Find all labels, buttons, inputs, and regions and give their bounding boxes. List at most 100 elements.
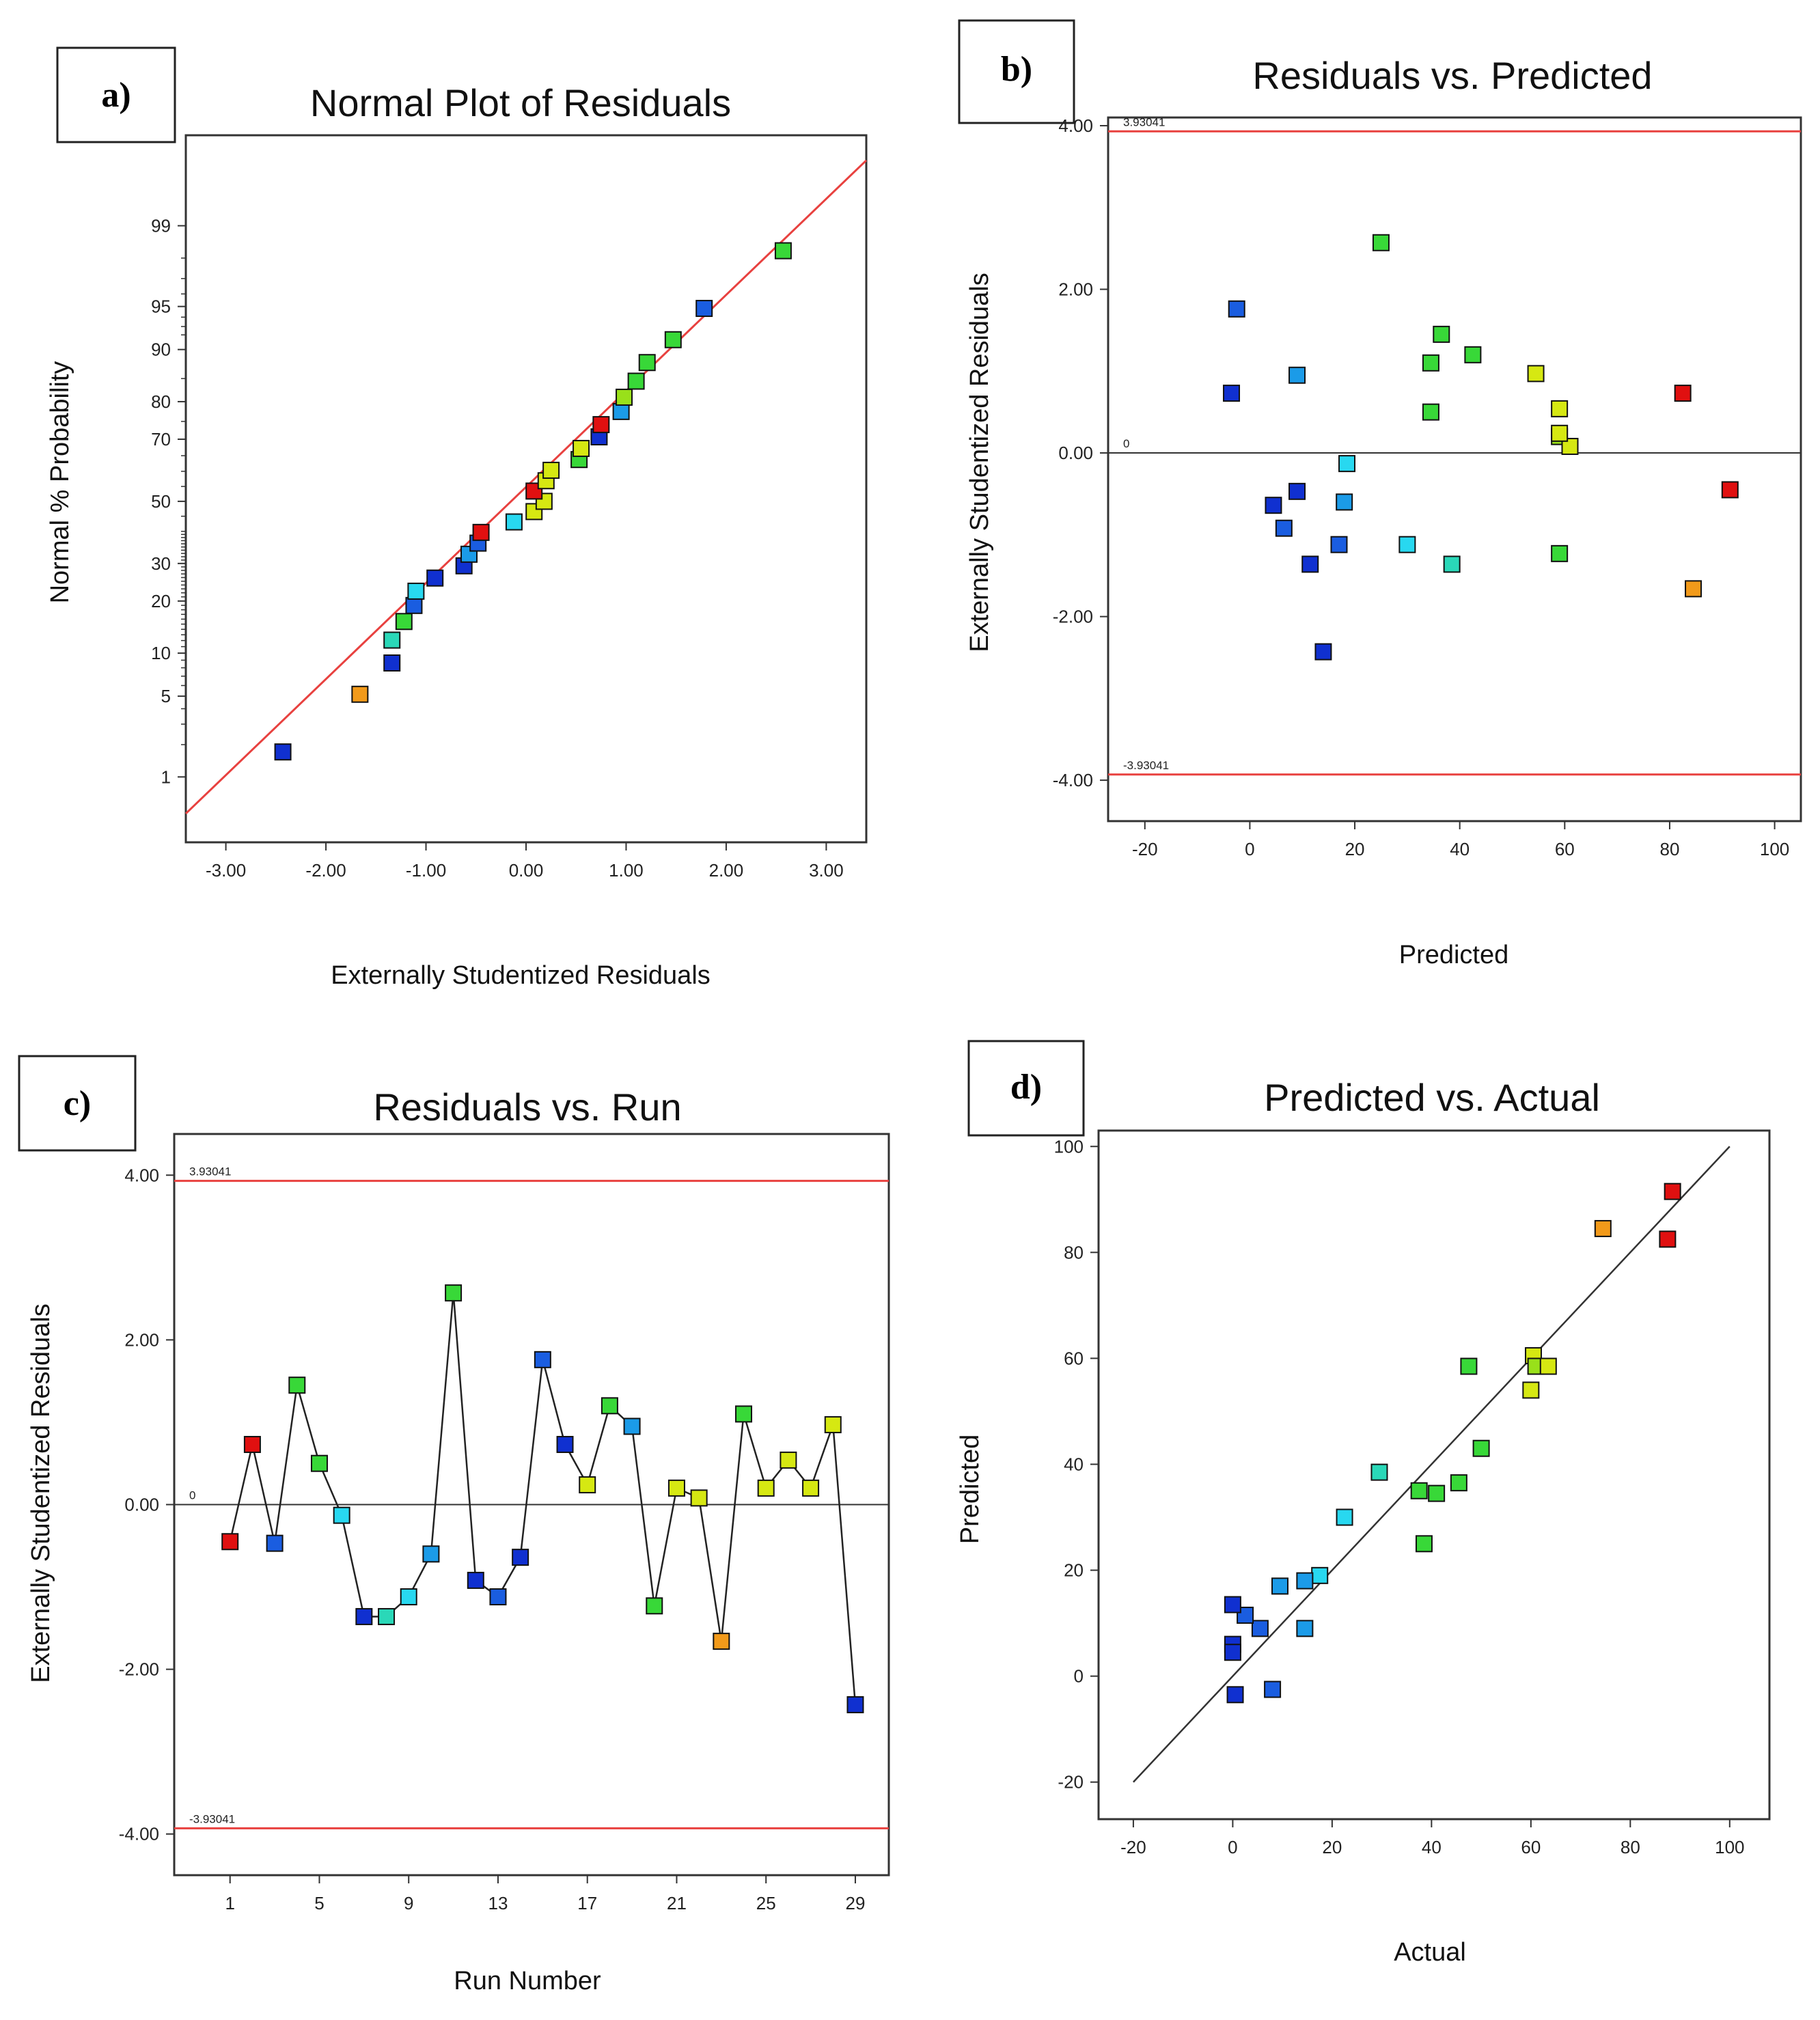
chart-d-x-tick-label: 60 — [1521, 1837, 1541, 1857]
chart-a-data-point — [405, 596, 423, 614]
chart-b-ref-line-label: -3.93041 — [1123, 759, 1169, 772]
chart-a-data-point — [774, 242, 792, 260]
chart-c-data-point — [601, 1397, 618, 1415]
chart-d-x-tick-label: 80 — [1621, 1837, 1640, 1857]
chart-c-data-point — [556, 1435, 574, 1453]
chart-a-data-point — [664, 331, 682, 348]
chart-c-data-point — [579, 1476, 596, 1494]
chart-c-data-point — [846, 1696, 864, 1713]
chart-a-data-point — [472, 523, 490, 541]
chart-c-x-tick-label: 21 — [667, 1893, 687, 1913]
chart-d-x-tick-label: 40 — [1422, 1837, 1442, 1857]
chart-c-y-tick-label: 4.00 — [124, 1165, 159, 1185]
chart-c-data-point — [713, 1633, 730, 1650]
chart-a-data-point — [638, 354, 656, 372]
chart-c-data-point — [489, 1588, 507, 1606]
panel-b-label: b) — [1001, 50, 1032, 89]
chart-c-data-point — [355, 1607, 373, 1625]
panel-c-label: c) — [64, 1084, 91, 1123]
chart-b-x-tick-label: 20 — [1345, 839, 1365, 859]
chart-a-data-point — [616, 388, 633, 406]
chart-d-data-point — [1539, 1357, 1557, 1375]
chart-d-data-point — [1224, 1644, 1241, 1661]
chart-c-data-point — [623, 1417, 641, 1435]
chart-a-y-tick-label: 50 — [151, 491, 171, 512]
chart-c-data-point — [824, 1416, 842, 1434]
chart-c-y-tick-label: 0.00 — [124, 1495, 159, 1515]
chart-b-y-tick-label: -2.00 — [1053, 607, 1093, 627]
chart-d-x-tick-label: 100 — [1715, 1837, 1744, 1857]
chart-b-data-point — [1674, 385, 1692, 402]
chart-c-x-axis-label: Run Number — [454, 1967, 601, 1995]
chart-b-data-point — [1551, 400, 1569, 417]
chart-b-data-point — [1275, 519, 1293, 537]
chart-a-y-tick-label: 1 — [161, 766, 171, 787]
chart-a-data-point — [627, 372, 645, 390]
panel-b: b) Residuals vs. Predicted Predicted Ext… — [958, 19, 1802, 969]
chart-b-data-point — [1527, 365, 1545, 383]
chart-c-data-point — [690, 1489, 708, 1507]
chart-d-x-tick-label: 0 — [1228, 1837, 1237, 1857]
chart-a-y-tick-label: 20 — [151, 591, 171, 611]
chart-d-data-point — [1264, 1680, 1282, 1698]
chart-b-data-point — [1288, 482, 1306, 500]
chart-b-data-point — [1372, 234, 1390, 251]
chart-d-data-point — [1224, 1596, 1241, 1614]
chart-a-data-point — [612, 402, 630, 420]
chart-b-data-point — [1561, 437, 1579, 455]
chart-a-x-tick-label: 1.00 — [609, 860, 644, 881]
chart-d-data-point — [1659, 1230, 1677, 1248]
chart-c-data-point — [757, 1479, 775, 1497]
chart-a-y-tick-label: 90 — [151, 340, 171, 360]
chart-b-data-point — [1265, 497, 1282, 514]
chart-d-data-point — [1410, 1482, 1428, 1499]
chart-a-data-point — [542, 461, 560, 479]
chart-c-data-point — [802, 1479, 820, 1497]
chart-b-data-point — [1398, 536, 1416, 553]
chart-a-x-tick-label: -1.00 — [406, 860, 446, 881]
chart-a-y-tick-label: 80 — [151, 391, 171, 412]
panel-c: c) Residuals vs. Run Run Number External… — [18, 1055, 890, 1995]
chart-d-x-axis-label: Actual — [1394, 1938, 1466, 1967]
chart-a-x-tick-label: 3.00 — [809, 860, 844, 881]
chart-d-y-tick-label: 100 — [1054, 1136, 1084, 1157]
chart-a-title: Normal Plot of Residuals — [310, 81, 731, 124]
panel-a: a) Normal Plot of Residuals Externally S… — [46, 46, 868, 990]
chart-d-data-point — [1664, 1182, 1681, 1200]
panel-d-label-box — [967, 1040, 1085, 1137]
chart-a-data-point — [426, 569, 444, 587]
chart-a-data-point — [351, 685, 369, 703]
chart-a-data-point — [395, 613, 413, 631]
chart-c-y-tick-label: -2.00 — [119, 1659, 159, 1680]
chart-b-data-point — [1443, 555, 1461, 573]
chart-c-y-tick-label: 2.00 — [124, 1329, 159, 1350]
chart-c-title: Residuals vs. Run — [373, 1085, 681, 1129]
chart-c-data-point — [243, 1435, 261, 1453]
chart-d-data-point — [1271, 1577, 1289, 1595]
chart-b-y-axis-label: Externally Studentized Residuals — [965, 273, 994, 652]
panel-d-label: d) — [1010, 1068, 1042, 1107]
chart-d-y-tick-label: 0 — [1074, 1666, 1084, 1687]
chart-c-y-axis-label: Externally Studentized Residuals — [27, 1303, 55, 1683]
chart-d-y-tick-label: 80 — [1064, 1242, 1084, 1262]
chart-d-data-point — [1370, 1463, 1388, 1481]
chart-d-data-point — [1336, 1508, 1353, 1526]
chart-c-x-tick-label: 25 — [756, 1893, 776, 1913]
chart-d-data-point — [1522, 1381, 1540, 1399]
chart-d-title: Predicted vs. Actual — [1264, 1076, 1600, 1119]
chart-a-x-tick-label: -3.00 — [206, 860, 246, 881]
chart-c-data-point — [400, 1588, 417, 1606]
chart-d-data-point — [1460, 1357, 1478, 1375]
chart-a-y-axis-label: Normal % Probability — [46, 361, 74, 604]
chart-c-data-point — [266, 1534, 284, 1552]
panel-a-label-box — [56, 46, 176, 143]
chart-b-x-tick-label: 0 — [1245, 839, 1254, 859]
chart-d-data-point — [1296, 1620, 1314, 1637]
chart-a-y-tick-label: 10 — [151, 643, 171, 663]
chart-c-ref-line-label: 3.93041 — [189, 1165, 231, 1178]
chart-d-data-point — [1450, 1474, 1467, 1492]
chart-b-data-point — [1336, 493, 1353, 511]
chart-c-data-point — [646, 1597, 663, 1615]
chart-c-x-tick-label: 29 — [846, 1893, 866, 1913]
